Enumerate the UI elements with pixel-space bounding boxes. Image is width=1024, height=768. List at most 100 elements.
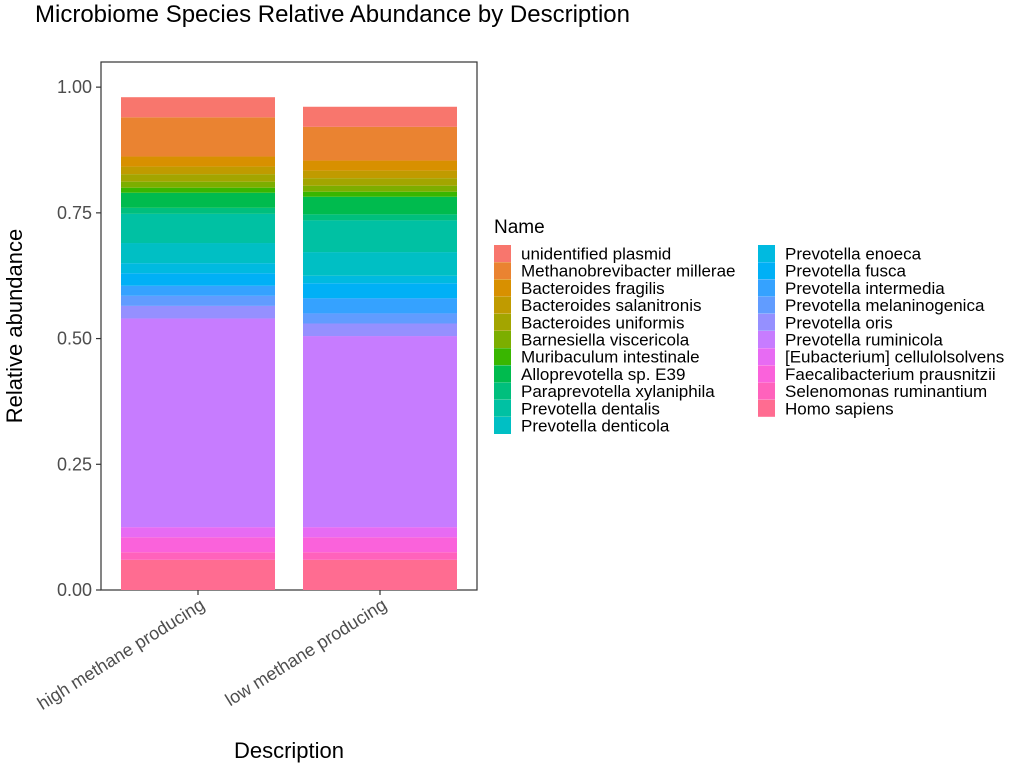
- legend-swatch: [494, 382, 511, 400]
- bar-segment-0-13: [121, 285, 275, 296]
- legend-swatch: [494, 279, 511, 297]
- bar-segment-0-9: [121, 213, 275, 244]
- bar-segment-0-4: [121, 174, 275, 182]
- bar-segment-1-17: [303, 527, 457, 538]
- legend-swatch: [494, 399, 511, 417]
- x-tick-label: high methane producing: [34, 594, 208, 713]
- legend-entry-label: Bacteroides salanitronis: [521, 296, 701, 315]
- legend-title: Name: [494, 217, 545, 238]
- legend-swatch: [494, 262, 511, 280]
- legend-entry-label: Faecalibacterium prausnitzii: [785, 365, 996, 384]
- bar-segment-0-12: [121, 273, 275, 286]
- y-axis-title: Relative abundance: [2, 229, 27, 423]
- y-tick-label: 0.00: [57, 580, 92, 600]
- bar-segment-0-6: [121, 187, 275, 193]
- bar-segment-0-0: [121, 97, 275, 118]
- legend-entry-label: Homo sapiens: [785, 399, 894, 418]
- legend-swatch: [758, 296, 775, 314]
- legend-entry-label: Alloprevotella sp. E39: [521, 365, 685, 384]
- bar-segment-1-8: [303, 214, 457, 221]
- legend-entry-label: Prevotella enoeca: [785, 245, 922, 264]
- bar-segment-1-3: [303, 170, 457, 179]
- x-tick-label: low methane producing: [222, 594, 390, 710]
- legend-swatch: [758, 399, 775, 417]
- legend-swatch: [494, 365, 511, 383]
- bar-segment-1-1: [303, 126, 457, 161]
- bar-segment-1-16: [303, 336, 457, 528]
- bar-segment-1-0: [303, 106, 457, 127]
- legend-swatch: [494, 348, 511, 366]
- legend-entry-label: unidentified plasmid: [521, 245, 671, 264]
- bar-segment-0-11: [121, 263, 275, 274]
- legend-entry-label: Methanobrevibacter millerae: [521, 262, 736, 281]
- chart-title: Microbiome Species Relative Abundance by…: [35, 1, 630, 28]
- bar-segment-0-20: [121, 559, 275, 590]
- bar-segment-0-18: [121, 537, 275, 553]
- legend-swatch: [758, 331, 775, 348]
- legend-swatch: [758, 382, 775, 400]
- y-tick-label: 0.75: [57, 203, 92, 223]
- legend-swatch: [494, 296, 511, 314]
- y-tick-label: 1.00: [57, 77, 92, 97]
- bar-segment-1-9: [303, 220, 457, 253]
- legend-swatch: [758, 262, 775, 280]
- bar-segment-0-8: [121, 207, 275, 214]
- legend-entry-label: Prevotella melaninogenica: [785, 296, 985, 315]
- legend-entry-label: Prevotella fusca: [785, 262, 906, 281]
- bar-segment-0-10: [121, 243, 275, 264]
- bar-segment-0-7: [121, 192, 275, 208]
- bar-segment-0-17: [121, 527, 275, 538]
- legend-entry-label: Bacteroides fragilis: [521, 279, 665, 298]
- bar-segment-1-2: [303, 160, 457, 171]
- legend-swatch: [494, 331, 511, 348]
- legend-swatch: [494, 313, 511, 331]
- legend-swatch: [758, 245, 775, 262]
- x-axis-title: Description: [234, 738, 344, 763]
- legend: Name unidentified plasmidMethanobrevibac…: [494, 217, 1004, 436]
- bar-segment-1-5: [303, 185, 457, 192]
- bar-segment-1-19: [303, 552, 457, 560]
- legend-swatch: [758, 313, 775, 331]
- bar-segment-1-20: [303, 559, 457, 590]
- legend-entry-label: Bacteroides uniformis: [521, 313, 684, 332]
- x-axis: high methane producing low methane produc…: [34, 590, 390, 714]
- bars-group: [121, 97, 457, 590]
- bar-segment-1-6: [303, 191, 457, 197]
- bar-segment-1-10: [303, 252, 457, 276]
- bar-segment-1-11: [303, 275, 457, 284]
- bar-segment-1-7: [303, 196, 457, 215]
- legend-entry-label: Muribaculum intestinale: [521, 348, 700, 367]
- bar-segment-1-14: [303, 313, 457, 324]
- legend-entry-label: Prevotella ruminicola: [785, 331, 943, 350]
- y-axis: 0.00 0.25 0.50 0.75 1.00: [57, 77, 101, 600]
- legend-entry-label: Prevotella dentalis: [521, 399, 660, 418]
- legend-entry-label: Paraprevotella xylaniphila: [521, 382, 715, 401]
- legend-swatch: [494, 417, 511, 434]
- bar-segment-0-15: [121, 305, 275, 319]
- legend-entry-label: Barnesiella viscericola: [521, 331, 690, 350]
- y-tick-label: 0.25: [57, 454, 92, 474]
- bar-segment-0-16: [121, 318, 275, 528]
- bar-segment-1-4: [303, 178, 457, 186]
- bar-segment-0-2: [121, 156, 275, 167]
- bar-segment-0-19: [121, 552, 275, 560]
- legend-entry-label: [Eubacterium] cellulolsolvens: [785, 348, 1004, 367]
- legend-swatch: [494, 245, 511, 262]
- legend-swatch: [758, 348, 775, 366]
- legend-swatch: [758, 279, 775, 297]
- legend-entry-label: Selenomonas ruminantium: [785, 382, 987, 401]
- y-tick-label: 0.50: [57, 329, 92, 349]
- legend-swatch: [758, 365, 775, 383]
- bar-segment-1-15: [303, 323, 457, 337]
- legend-entry-label: Prevotella denticola: [521, 417, 670, 436]
- bar-segment-0-3: [121, 166, 275, 175]
- bar-segment-0-1: [121, 117, 275, 157]
- legend-entry-label: Prevotella oris: [785, 313, 893, 332]
- bar-segment-0-14: [121, 295, 275, 306]
- bar-segment-1-18: [303, 537, 457, 553]
- plot-area: 0.00 0.25 0.50 0.75 1.00 high methane produc…: [34, 61, 478, 714]
- legend-entry-label: Prevotella intermedia: [785, 279, 945, 298]
- bar-segment-1-12: [303, 283, 457, 299]
- bar-segment-1-13: [303, 298, 457, 314]
